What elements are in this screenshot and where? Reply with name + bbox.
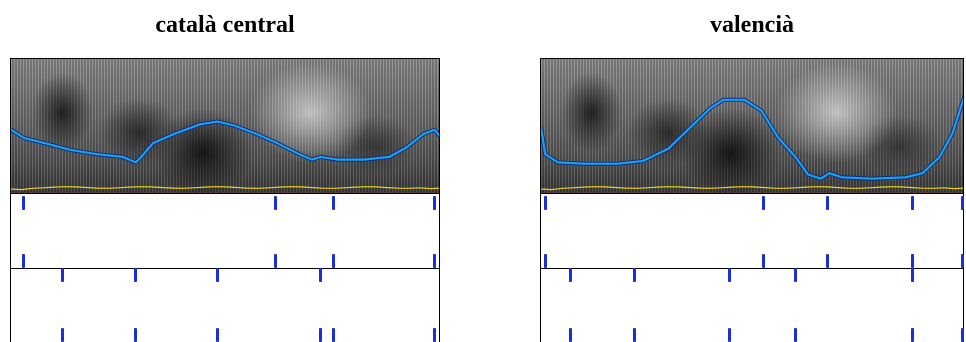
pitch-contour-outline bbox=[11, 119, 439, 165]
tier3-boundary-mark bbox=[319, 328, 323, 342]
right-panel: valencià bbox=[540, 0, 965, 342]
tier2-boundary-mark bbox=[762, 254, 766, 268]
tier2-boundary-mark bbox=[910, 268, 914, 282]
tier2-boundary-mark bbox=[569, 268, 573, 282]
pitch-svg-right bbox=[541, 94, 963, 193]
tier2-boundary-mark bbox=[22, 254, 26, 268]
tier3-boundary-mark bbox=[61, 328, 65, 342]
tier-divider-left bbox=[11, 268, 439, 269]
tier2-boundary-mark bbox=[543, 254, 547, 268]
tier2-boundary-mark bbox=[961, 254, 965, 268]
tier3-boundary-mark bbox=[961, 328, 965, 342]
pitch-contour-outline bbox=[541, 94, 963, 181]
tier2-boundary-mark bbox=[825, 254, 829, 268]
intensity-curve bbox=[541, 186, 963, 191]
spectrogram-left bbox=[10, 58, 440, 194]
tier2-boundary-mark bbox=[910, 254, 914, 268]
tier3-boundary-mark bbox=[569, 328, 573, 342]
tier3-boundary-mark bbox=[134, 328, 138, 342]
tier2-boundary-mark bbox=[433, 254, 437, 268]
tier1-boundary-mark bbox=[910, 196, 914, 210]
tier3-boundary-mark bbox=[793, 328, 797, 342]
tier2-boundary-mark bbox=[332, 254, 335, 268]
pitch-contour bbox=[11, 120, 439, 164]
tier2-boundary-mark bbox=[61, 268, 65, 282]
tier1-boundary-mark bbox=[22, 196, 26, 210]
panel-title-right: valencià bbox=[710, 12, 794, 38]
tier1-boundary-mark bbox=[762, 196, 766, 210]
tier1-boundary-mark bbox=[273, 196, 277, 210]
tier3-boundary-mark bbox=[910, 328, 914, 342]
tier-divider-right bbox=[541, 268, 963, 269]
tier1-boundary-mark bbox=[825, 196, 829, 210]
tier2-boundary-mark bbox=[215, 268, 219, 282]
tier1-boundary-mark bbox=[332, 196, 335, 210]
tier2-boundary-mark bbox=[273, 254, 277, 268]
pitch-contour bbox=[541, 97, 963, 180]
spectrogram-right bbox=[540, 58, 964, 194]
tier1-boundary-mark bbox=[961, 196, 965, 210]
tier2-boundary-mark bbox=[632, 268, 636, 282]
tier2-boundary-mark bbox=[793, 268, 797, 282]
intensity-curve bbox=[11, 186, 439, 191]
tier3-boundary-mark bbox=[632, 328, 636, 342]
left-panel: català central bbox=[10, 0, 440, 342]
tier1-boundary-mark bbox=[543, 196, 547, 210]
tier3-boundary-mark bbox=[728, 328, 732, 342]
pitch-svg-left bbox=[11, 119, 439, 193]
tier3-boundary-mark bbox=[215, 328, 219, 342]
panel-title-left: català central bbox=[155, 12, 295, 38]
annotation-tiers-left bbox=[10, 194, 440, 342]
annotation-tiers-right bbox=[540, 194, 965, 342]
tier2-boundary-mark bbox=[319, 268, 323, 282]
tier1-boundary-mark bbox=[433, 196, 437, 210]
tier2-boundary-mark bbox=[134, 268, 138, 282]
tier3-boundary-mark bbox=[332, 328, 335, 342]
tier2-boundary-mark bbox=[728, 268, 732, 282]
tier3-boundary-mark bbox=[433, 328, 437, 342]
